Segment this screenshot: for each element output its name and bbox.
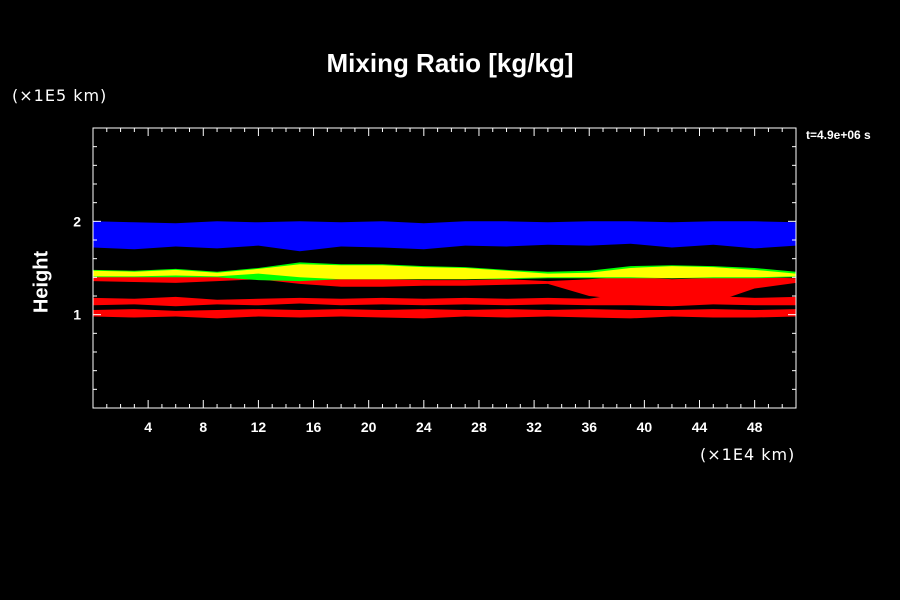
x-tick-label: 28 xyxy=(471,419,487,435)
x-tick-label: 44 xyxy=(692,419,708,435)
y-tick-label: 2 xyxy=(73,213,81,229)
x-tick-label: 32 xyxy=(526,419,542,435)
y-tick-label: 1 xyxy=(73,307,81,323)
chart-title: Mixing Ratio [kg/kg] xyxy=(326,48,574,78)
x-tick-label: 12 xyxy=(251,419,267,435)
plot-frame xyxy=(92,127,797,409)
x-tick-label: 20 xyxy=(361,419,377,435)
band-5 xyxy=(93,303,796,311)
x-tick-label: 4 xyxy=(144,419,152,435)
x-tick-label: 36 xyxy=(581,419,597,435)
band-3 xyxy=(93,264,796,280)
data-bands xyxy=(93,221,796,319)
x-tick-label: 40 xyxy=(637,419,653,435)
x-tick-label: 48 xyxy=(747,419,763,435)
x-tick-label: 16 xyxy=(306,419,322,435)
time-annotation: t=4.9e+06 s xyxy=(806,128,871,142)
band-0 xyxy=(93,221,796,252)
x-tick-label: 8 xyxy=(199,419,207,435)
y-axis-unit: (×1E5 km) xyxy=(12,86,108,105)
x-axis-unit: (×1E4 km) xyxy=(700,445,796,464)
x-tick-label: 24 xyxy=(416,419,432,435)
